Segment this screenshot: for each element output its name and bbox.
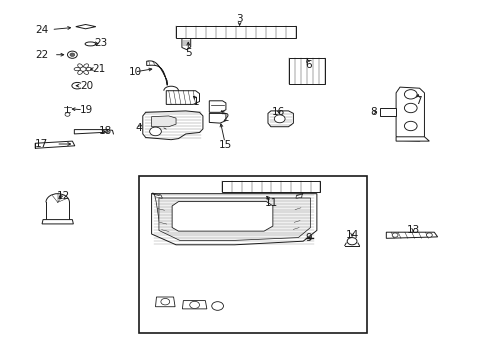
- Text: 24: 24: [35, 24, 48, 35]
- Text: 2: 2: [222, 113, 229, 123]
- Bar: [176, 26, 295, 38]
- Polygon shape: [182, 39, 190, 50]
- Text: 16: 16: [271, 107, 285, 117]
- Polygon shape: [182, 301, 206, 309]
- Text: 18: 18: [99, 126, 112, 136]
- Text: 12: 12: [57, 191, 70, 201]
- Text: 19: 19: [80, 105, 93, 115]
- Circle shape: [346, 238, 356, 245]
- Bar: [222, 181, 320, 192]
- Text: 1: 1: [193, 96, 200, 107]
- Text: 6: 6: [304, 60, 311, 70]
- Ellipse shape: [74, 68, 80, 71]
- Polygon shape: [74, 130, 108, 134]
- Polygon shape: [159, 198, 310, 240]
- Polygon shape: [386, 232, 437, 238]
- Text: 20: 20: [80, 81, 93, 91]
- Text: 22: 22: [35, 50, 48, 60]
- Polygon shape: [292, 193, 303, 230]
- Polygon shape: [151, 194, 316, 245]
- Text: 3: 3: [236, 14, 243, 24]
- Text: 4: 4: [135, 123, 142, 133]
- Polygon shape: [172, 202, 272, 231]
- Circle shape: [426, 233, 431, 237]
- Ellipse shape: [78, 70, 82, 75]
- Polygon shape: [42, 220, 73, 224]
- Polygon shape: [155, 297, 175, 307]
- Polygon shape: [267, 111, 293, 127]
- Ellipse shape: [78, 64, 82, 68]
- Polygon shape: [151, 193, 171, 232]
- Circle shape: [67, 51, 77, 58]
- Polygon shape: [151, 116, 176, 127]
- Ellipse shape: [85, 42, 96, 46]
- Polygon shape: [209, 113, 225, 123]
- Circle shape: [189, 301, 199, 309]
- Text: 15: 15: [218, 140, 231, 150]
- Text: 23: 23: [94, 38, 107, 48]
- Text: 9: 9: [305, 233, 311, 243]
- Text: 21: 21: [92, 64, 105, 74]
- Polygon shape: [146, 61, 167, 85]
- Circle shape: [80, 67, 86, 71]
- Circle shape: [70, 53, 75, 57]
- Polygon shape: [166, 91, 199, 104]
- Polygon shape: [35, 141, 75, 148]
- Ellipse shape: [83, 64, 88, 68]
- Circle shape: [161, 298, 169, 305]
- Circle shape: [391, 233, 397, 237]
- Polygon shape: [395, 137, 428, 141]
- Bar: [139, 176, 366, 333]
- Circle shape: [149, 127, 161, 136]
- Circle shape: [404, 103, 416, 113]
- Circle shape: [404, 90, 416, 99]
- Text: 5: 5: [184, 48, 191, 58]
- Polygon shape: [76, 24, 96, 29]
- Circle shape: [404, 121, 416, 131]
- Text: 7: 7: [414, 96, 421, 106]
- Text: 14: 14: [345, 230, 358, 240]
- Polygon shape: [142, 111, 203, 140]
- Bar: [288, 58, 324, 84]
- Polygon shape: [209, 101, 225, 112]
- Text: 10: 10: [128, 67, 142, 77]
- Polygon shape: [395, 87, 424, 141]
- Text: 8: 8: [369, 107, 376, 117]
- Polygon shape: [380, 108, 395, 116]
- Circle shape: [211, 302, 223, 310]
- Ellipse shape: [83, 70, 88, 75]
- Circle shape: [274, 115, 285, 123]
- Ellipse shape: [86, 68, 92, 71]
- Text: 17: 17: [35, 139, 48, 149]
- Text: 13: 13: [406, 225, 419, 235]
- Text: 11: 11: [264, 198, 278, 208]
